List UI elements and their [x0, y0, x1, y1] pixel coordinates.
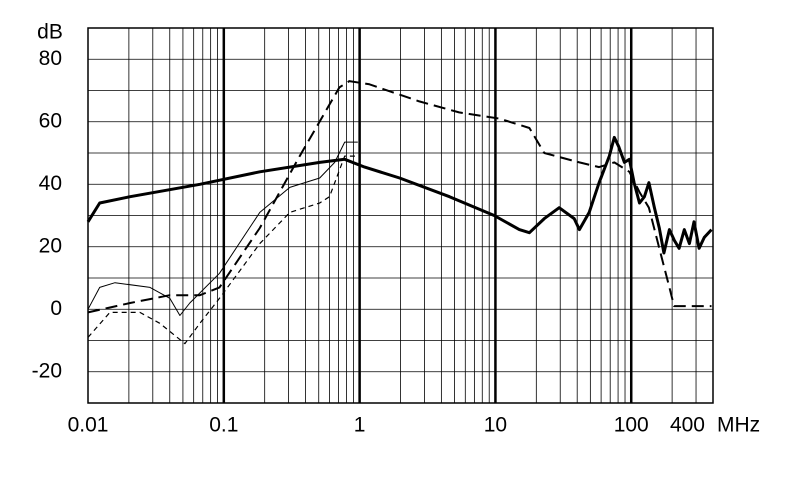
- x-tick-label: 0.01: [68, 414, 109, 437]
- y-tick-label: 40: [39, 172, 62, 195]
- data-line: [87, 80, 712, 314]
- data-line: [86, 135, 713, 255]
- x-tick-label: 100: [614, 414, 649, 437]
- plot-frame: [87, 27, 714, 404]
- y-tick-label: 80: [39, 47, 62, 70]
- y-tick-label: 60: [39, 109, 62, 132]
- y-tick-label: -20: [32, 359, 62, 382]
- y-tick-label: 20: [39, 234, 62, 257]
- x-tick-label: 10: [484, 414, 507, 437]
- x-tick-label: 400: [670, 414, 705, 437]
- x-tick-label: 1: [354, 414, 366, 437]
- y-axis-label: dB: [37, 21, 63, 44]
- x-axis-label: MHz: [717, 414, 760, 437]
- y-tick-label: 0: [50, 297, 62, 320]
- data-line: [87, 155, 358, 345]
- x-tick-label: 0.1: [209, 414, 238, 437]
- data-line: [87, 141, 358, 316]
